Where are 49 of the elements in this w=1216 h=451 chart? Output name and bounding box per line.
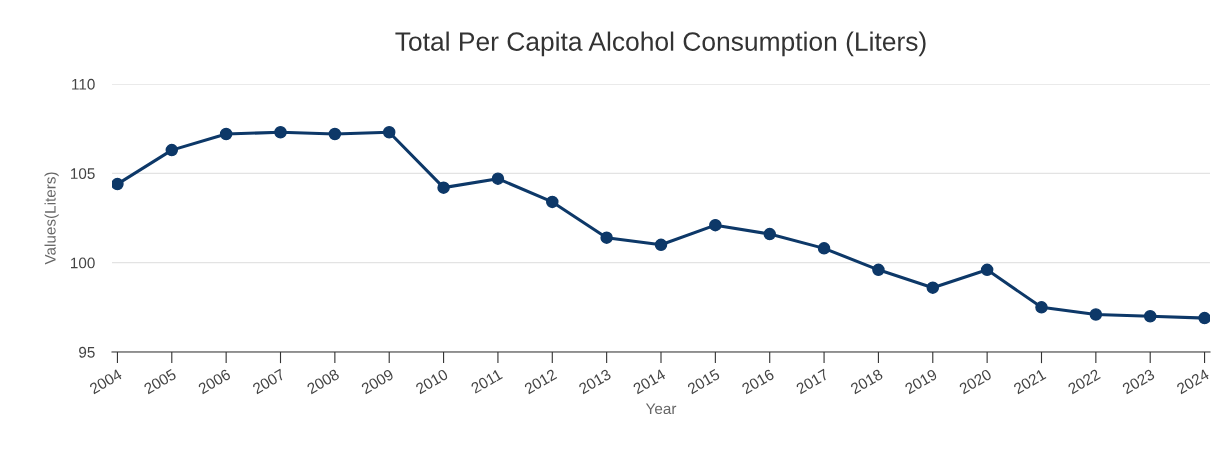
y-tick-label: 95 (79, 346, 95, 358)
x-tick-label: 2014 (632, 368, 667, 395)
x-tick-label: 2011 (470, 368, 503, 394)
x-tick-label: 2018 (849, 368, 884, 395)
x-tick-label: 2013 (578, 368, 612, 395)
point (1035, 301, 1048, 314)
x-tick-label: 2017 (795, 368, 830, 395)
point (654, 238, 668, 252)
point (382, 125, 396, 139)
x-tick-label: 2015 (686, 368, 721, 395)
point (1143, 310, 1157, 323)
point (709, 218, 722, 232)
point (817, 242, 831, 255)
point (274, 125, 287, 139)
x-tick-label: 2004 (88, 368, 123, 395)
point (165, 143, 179, 157)
point (112, 177, 124, 191)
x-tick-label: 2016 (741, 368, 775, 395)
x-tick-label: 2021 (1012, 368, 1047, 395)
x-tick-label: 2023 (1121, 368, 1156, 395)
point (491, 172, 505, 185)
point (763, 227, 776, 241)
x-tick-label: 2007 (251, 368, 286, 395)
x-tick-label: 2009 (360, 368, 395, 395)
point (437, 181, 450, 194)
y-tick-label: 105 (71, 168, 95, 180)
x-tick-label: 2020 (958, 368, 993, 395)
point (980, 263, 994, 277)
x-axis-title: Year (645, 403, 677, 415)
y-tick-label: 100 (71, 257, 95, 269)
point (926, 281, 940, 294)
x-tick-label: 2005 (143, 368, 177, 395)
x-tick-label: 2008 (306, 368, 340, 395)
point (872, 263, 885, 277)
point (600, 231, 613, 244)
y-axis-title: Values(Liters) (44, 172, 59, 265)
point (546, 195, 559, 209)
x-tick-label: 2012 (523, 368, 558, 395)
point (328, 127, 342, 141)
point (1198, 311, 1210, 325)
point (219, 127, 233, 141)
x-tick-label: 2010 (415, 368, 449, 395)
x-tick-label: 2024 (1176, 368, 1210, 395)
x-tick-label: 2022 (1067, 368, 1101, 395)
point (1089, 308, 1103, 321)
chart-title: Total Per Capita Alcohol Consumption (Liters) (395, 31, 926, 57)
y-tick-label: 110 (72, 78, 95, 90)
x-tick-label: 2006 (197, 368, 232, 395)
x-tick-label: 2019 (904, 368, 938, 395)
